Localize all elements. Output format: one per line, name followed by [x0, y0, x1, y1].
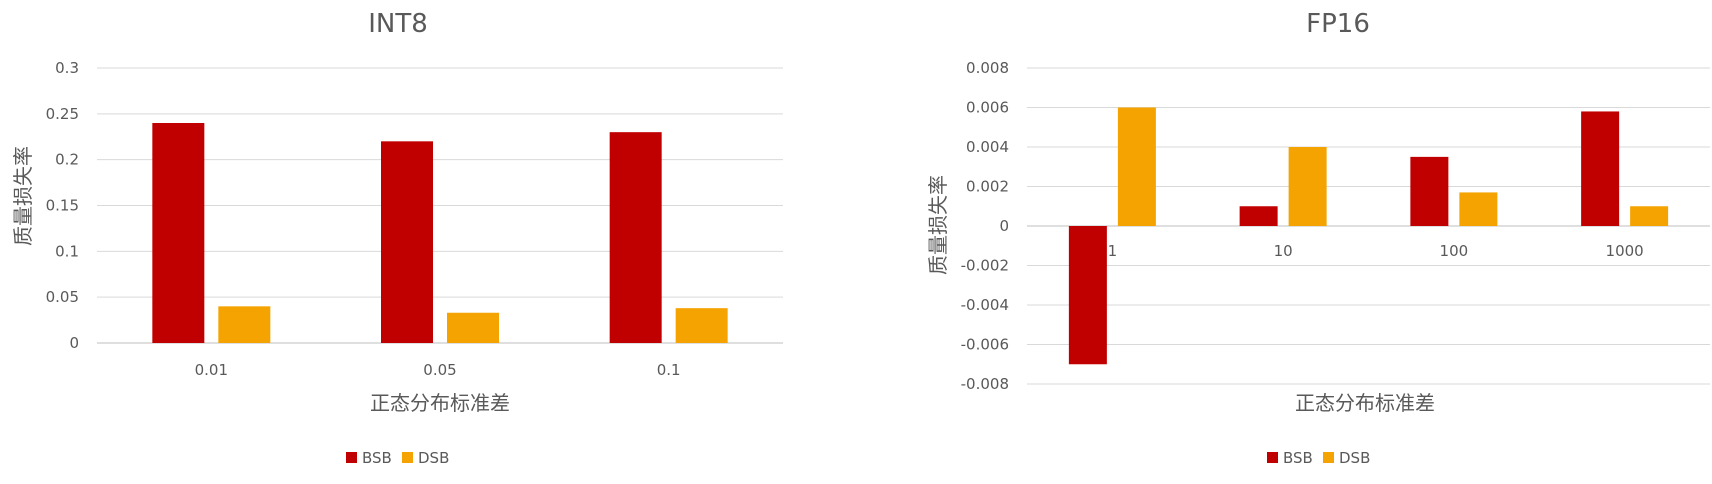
bar-bsb-100	[1410, 156, 1449, 226]
legend-label-bsb: BSB	[362, 449, 392, 467]
y-axis-title: 质量损失率	[11, 146, 35, 246]
chart-title: FP16	[1306, 9, 1370, 39]
bar-dsb-100	[1459, 192, 1498, 226]
bar-bsb-0.05	[381, 141, 433, 343]
y-tick-labels: -0.008 -0.006 -0.004 -0.002 0 0.002 0.004 0.006…	[961, 59, 1009, 393]
legend-swatch-dsb	[1323, 452, 1334, 463]
bar-dsb-1	[1117, 107, 1156, 226]
bar-dsb-1000	[1630, 206, 1669, 226]
y-tick-label: 0.3	[55, 59, 79, 77]
y-tick-label: -0.004	[961, 296, 1009, 314]
legend-swatch-dsb	[402, 452, 413, 463]
x-tick-label: 1000	[1606, 242, 1644, 260]
x-tick-label: 0.1	[657, 361, 681, 379]
x-tick-labels: 0.01 0.05 0.1	[195, 361, 681, 379]
bar-bsb-0.1	[609, 132, 662, 343]
legend-swatch-bsb	[346, 452, 357, 463]
y-tick-label: -0.002	[961, 257, 1009, 275]
x-tick-label: 0.01	[195, 361, 228, 379]
bar-dsb-10	[1288, 147, 1327, 226]
x-tick-label: 1	[1108, 242, 1118, 260]
bars	[1068, 107, 1669, 365]
y-tick-label: -0.006	[961, 336, 1009, 354]
x-tick-label: 100	[1440, 242, 1469, 260]
x-axis-title: 正态分布标准差	[370, 391, 510, 415]
y-tick-label: 0.2	[55, 151, 79, 169]
legend-label-dsb: DSB	[418, 449, 449, 467]
legend-label-bsb: BSB	[1283, 449, 1313, 467]
y-tick-label: 0.25	[46, 105, 79, 123]
y-axis-title: 质量损失率	[926, 175, 950, 275]
bar-dsb-0.05	[447, 312, 499, 343]
x-axis-title: 正态分布标准差	[1295, 391, 1435, 415]
y-tick-label: 0	[999, 217, 1009, 235]
fp16-chart: FP16 -0.008 -0.006 -0.004 -0.002 0 0.002 0.004…	[926, 9, 1710, 467]
bar-dsb-0.01	[218, 306, 271, 343]
legend: BSB DSB	[346, 449, 449, 467]
int8-chart: INT8 00.050.10.150.20.250.3 0.01 0.05 0.1 …	[11, 9, 783, 467]
bar-bsb-10	[1239, 206, 1278, 226]
bar-dsb-0.1	[675, 308, 728, 343]
y-tick-label: 0.006	[966, 99, 1009, 117]
y-tick-label: 0.008	[966, 59, 1009, 77]
y-tick-label: 0	[69, 334, 79, 352]
y-tick-label: 0.05	[46, 288, 79, 306]
y-tick-labels: 0 0.05 0.1 0.15 0.2 0.25 0.3	[46, 59, 79, 352]
legend-swatch-bsb	[1267, 452, 1278, 463]
y-tick-label: 0.002	[966, 178, 1009, 196]
y-tick-label: 0.15	[46, 197, 79, 215]
y-tick-label: -0.008	[961, 375, 1009, 393]
chart-title: INT8	[368, 9, 428, 39]
gridlines	[97, 67, 783, 344]
bars	[152, 123, 728, 343]
legend: BSB DSB	[1267, 449, 1370, 467]
bar-bsb-0.01	[152, 123, 205, 343]
x-tick-labels: 1 10 100 1000	[1108, 242, 1644, 260]
bar-bsb-1000	[1581, 111, 1620, 226]
x-tick-label: 0.05	[423, 361, 456, 379]
legend-label-dsb: DSB	[1339, 449, 1370, 467]
y-tick-label: 0.004	[966, 138, 1009, 156]
x-tick-label: 10	[1274, 242, 1293, 260]
y-tick-label: 0.1	[55, 242, 79, 260]
bar-bsb-1	[1068, 226, 1107, 365]
